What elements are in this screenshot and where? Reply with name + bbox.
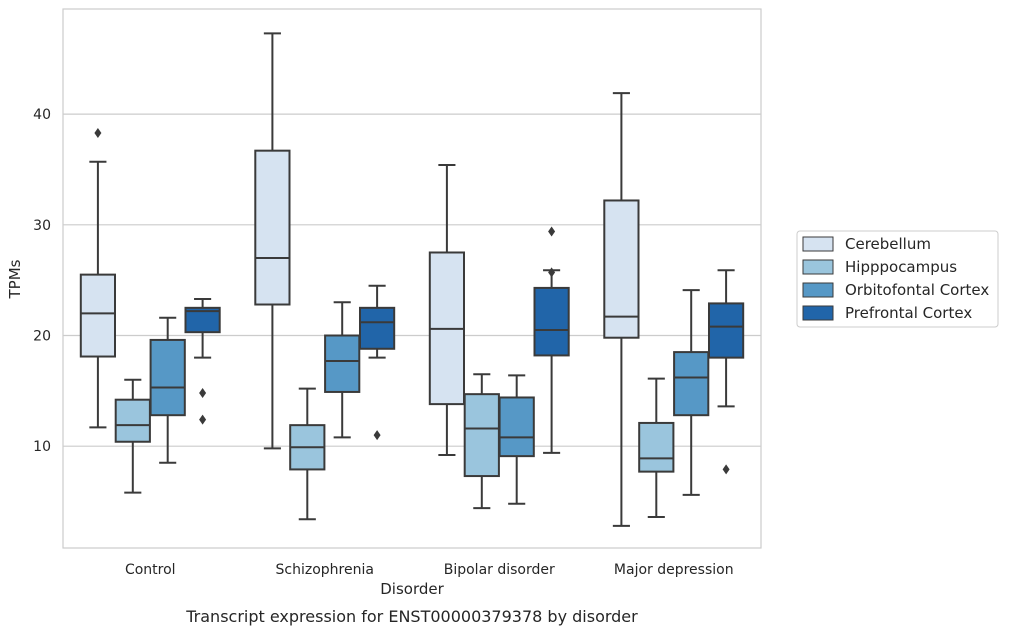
legend-label: Cerebellum <box>845 235 931 253</box>
box-iqr <box>324 334 361 393</box>
box-iqr <box>254 149 291 306</box>
box-iqr <box>79 273 117 358</box>
box-iqr <box>463 393 500 478</box>
box-prefrontal-cortex <box>533 226 570 454</box>
x-axis-title: Disorder <box>380 580 444 598</box>
box-iqr <box>673 351 710 417</box>
legend-label: Prefrontal Cortex <box>845 304 972 322</box>
box-prefrontal-cortex <box>358 284 396 441</box>
x-axis-ticks: Control Schizophrenia Bipolar disorder Majo… <box>125 562 734 578</box>
box-plot-marks <box>79 32 745 527</box>
box-iqr <box>498 396 535 458</box>
box-iqr <box>603 199 640 339</box>
legend-label: Hipppocampus <box>845 258 957 276</box>
legend-swatch <box>802 282 834 298</box>
box-hipppocampus <box>114 378 151 494</box>
y-tick-label: 40 <box>33 107 51 123</box>
box-cerebellum <box>254 32 291 450</box>
legend-label: Orbitofontal Cortex <box>845 281 989 299</box>
y-tick-label: 20 <box>33 328 51 344</box>
outlier-point <box>199 388 207 399</box>
outlier-point <box>94 127 102 138</box>
legend-frame <box>796 230 999 328</box>
box-iqr <box>358 306 396 350</box>
box-prefrontal-cortex <box>707 269 745 475</box>
box-iqr <box>533 286 570 357</box>
y-tick-label: 10 <box>33 439 51 455</box>
box-hipppocampus <box>638 377 675 519</box>
box-hipppocampus <box>289 387 326 521</box>
box-orbitofontal-cortex <box>498 374 535 505</box>
box-orbitofontal-cortex <box>149 316 186 464</box>
legend-swatch <box>802 236 834 252</box>
box-prefrontal-cortex <box>184 297 221 425</box>
outlier-point <box>199 414 207 425</box>
y-tick-label: 30 <box>33 218 51 234</box>
x-tick-label: Schizophrenia <box>276 562 374 578</box>
chart-caption: Transcript expression for ENST0000037937… <box>185 607 638 626</box>
outlier-point <box>373 430 381 441</box>
box-iqr <box>707 302 745 359</box>
box-cerebellum <box>428 164 466 457</box>
outlier-point <box>722 464 730 475</box>
box-iqr <box>638 421 675 473</box>
legend-swatch <box>802 259 834 275</box>
x-tick-label: Bipolar disorder <box>444 562 555 578</box>
legend-swatch <box>802 305 834 321</box>
outlier-point <box>548 226 556 237</box>
plot-frame <box>62 8 762 549</box>
y-axis-title: TPMs <box>6 259 24 299</box>
box-cerebellum <box>79 127 117 429</box>
box-hipppocampus <box>463 373 500 510</box>
box-orbitofontal-cortex <box>324 301 361 439</box>
x-tick-label: Control <box>125 562 176 578</box>
box-iqr <box>149 338 186 417</box>
x-tick-label: Major depression <box>614 562 734 578</box>
y-axis-ticks: 10 20 30 40 <box>33 107 51 455</box>
box-orbitofontal-cortex <box>673 289 710 496</box>
legend: Cerebellum Hipppocampus Orbitofontal Corte… <box>796 230 999 328</box>
outlier-point <box>548 267 556 278</box>
box-cerebellum <box>603 92 640 527</box>
box-iqr <box>114 398 151 443</box>
